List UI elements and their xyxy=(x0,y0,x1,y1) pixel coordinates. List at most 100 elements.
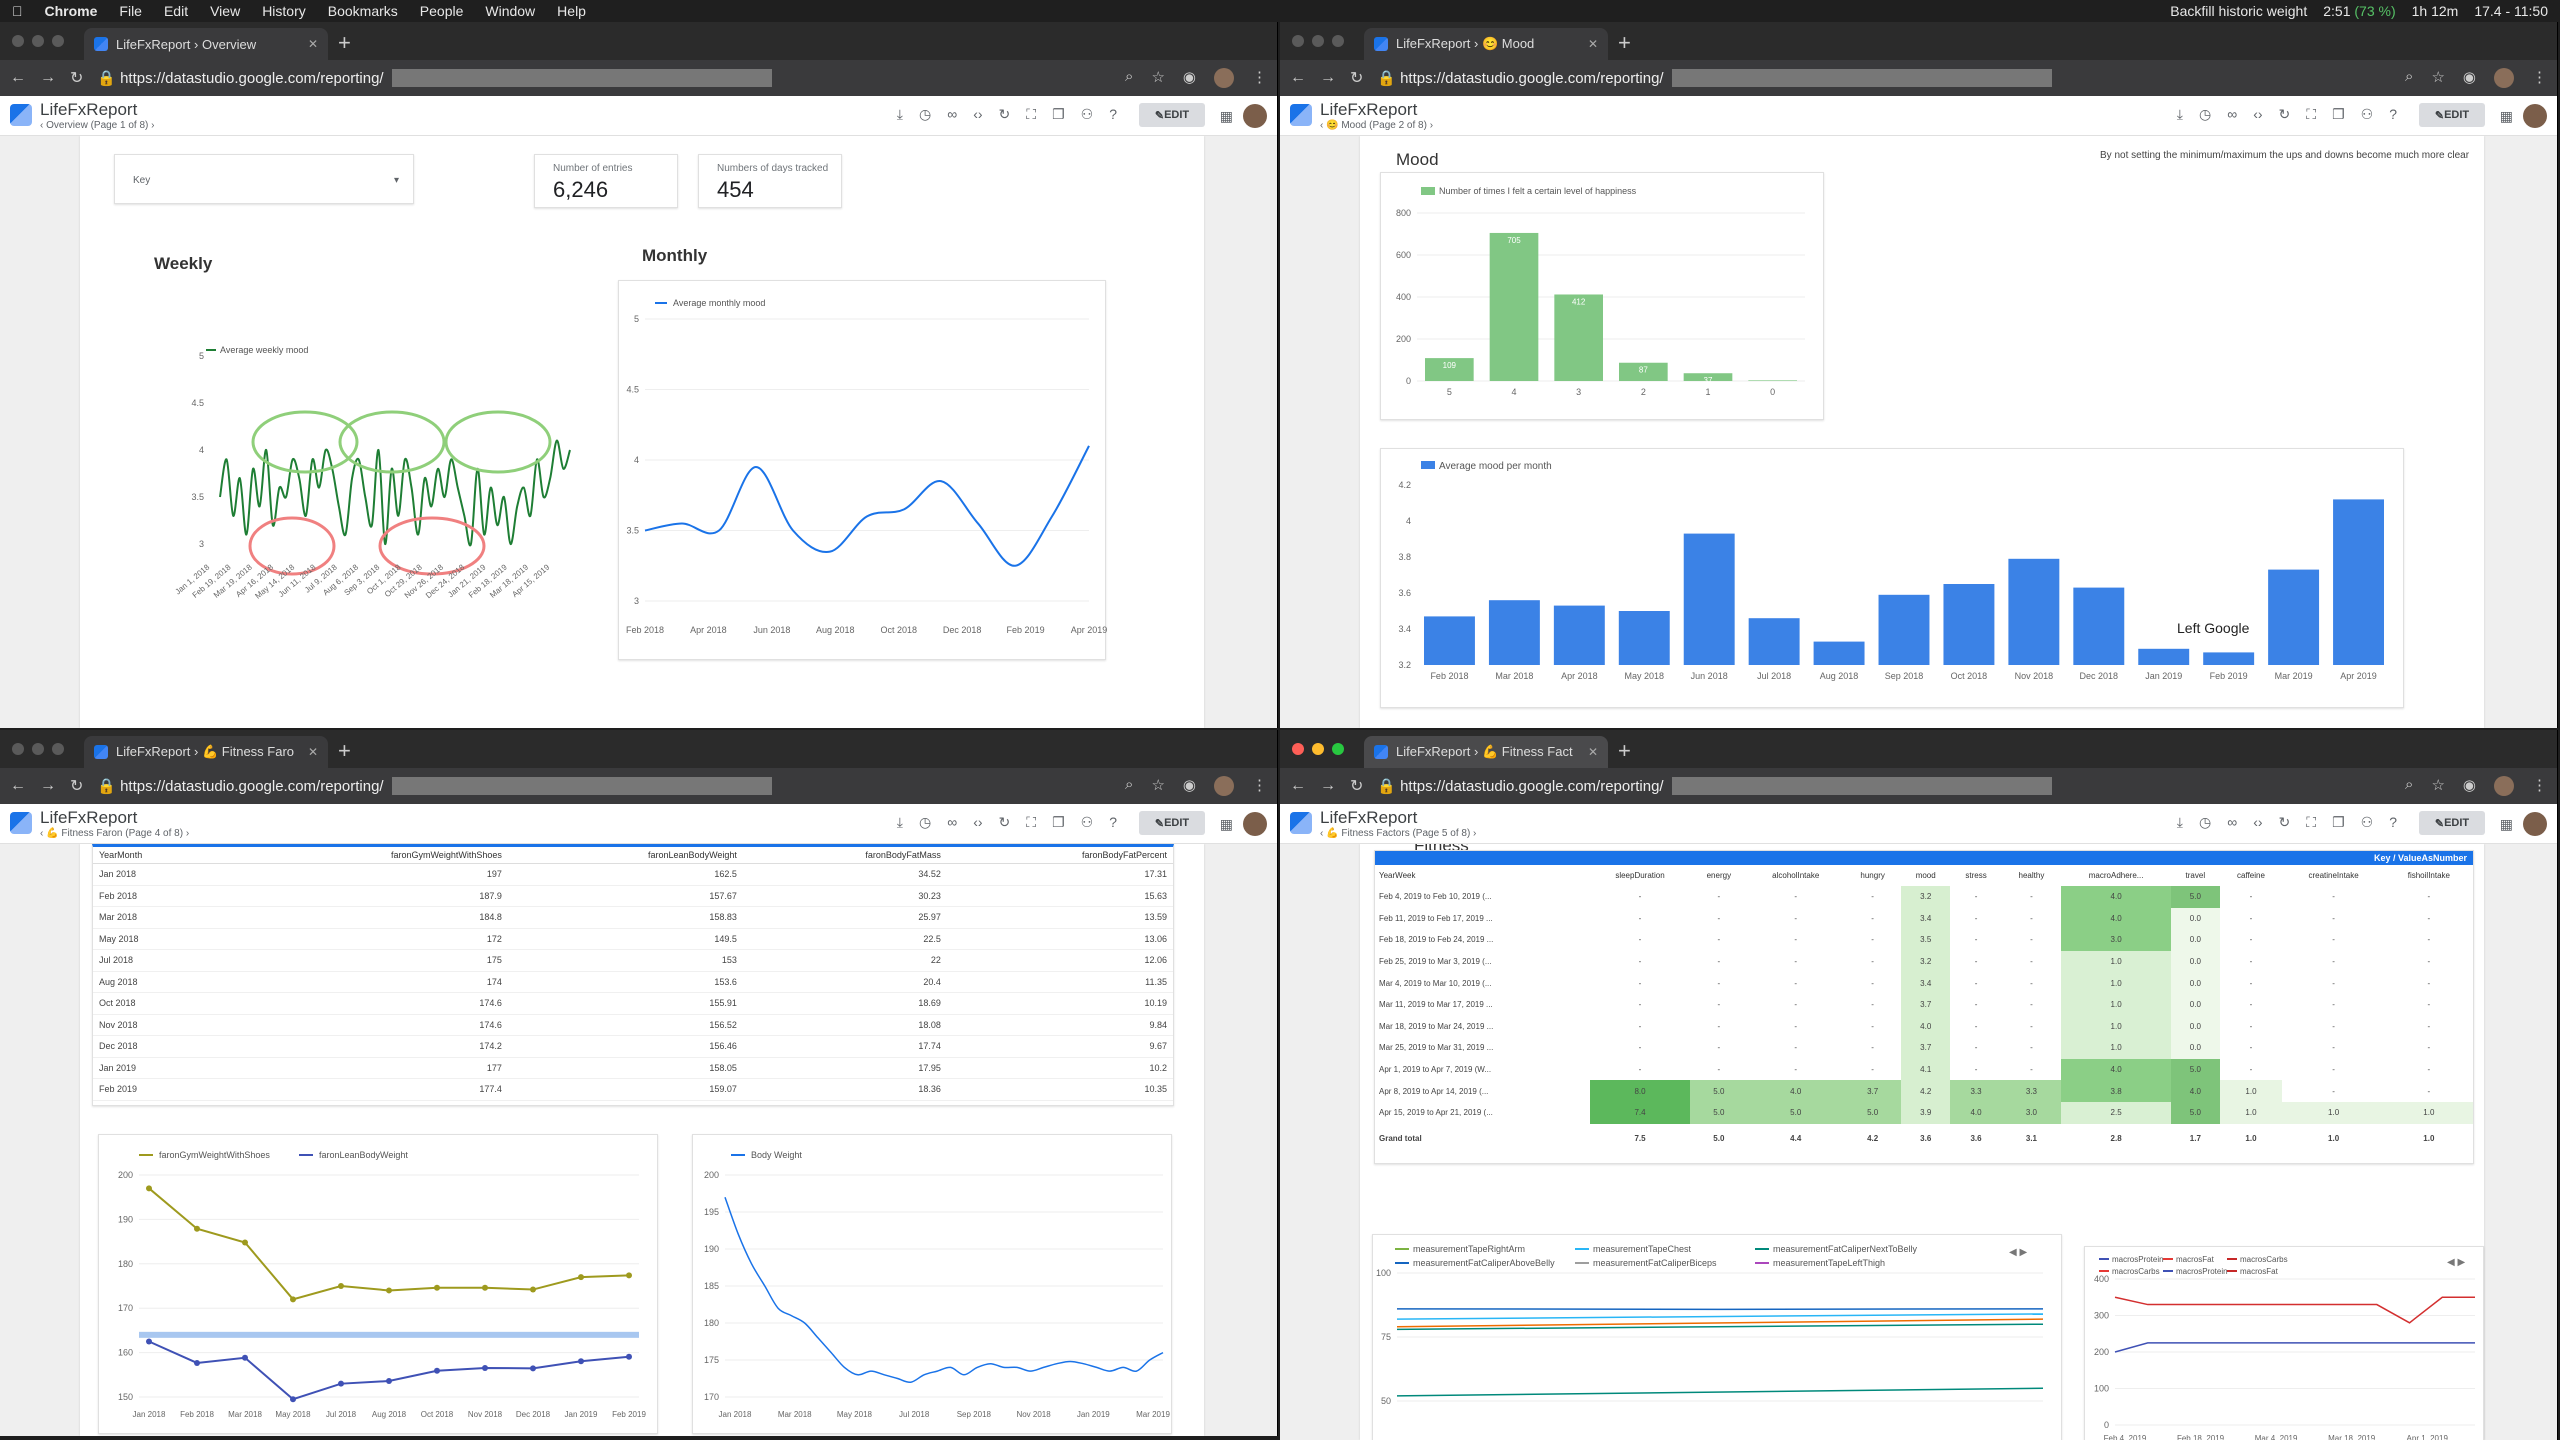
forward-icon[interactable]: → xyxy=(1320,777,1336,794)
link-icon[interactable]: ∞ xyxy=(2227,814,2238,830)
column-header[interactable]: macroAdhere... xyxy=(2088,871,2144,880)
back-icon[interactable]: ← xyxy=(10,777,26,794)
share-icon[interactable]: ⚇ xyxy=(2360,106,2374,122)
copy-icon[interactable]: ❐ xyxy=(1052,814,1065,830)
status-timer[interactable]: 2:51 (73 %) xyxy=(2323,3,2396,19)
status-datetime[interactable]: 17.4 - 11:50 xyxy=(2474,3,2548,19)
bookmark-star-icon[interactable]: ☆ xyxy=(1151,777,1165,794)
address-bar[interactable]: 🔒 https://datastudio.google.com/reporting… xyxy=(1377,69,2052,87)
download-icon[interactable]: ⤓ xyxy=(896,814,903,830)
apple-icon[interactable]:  xyxy=(12,3,23,19)
zoom-icon[interactable]: ⌕ xyxy=(2405,68,2414,85)
extension-icon[interactable]: ◉ xyxy=(2462,69,2476,86)
reload-icon[interactable]: ↻ xyxy=(1350,70,1364,87)
page-selector[interactable]: ‹ Overview (Page 1 of 8) › xyxy=(40,120,155,131)
menu-bookmarks[interactable]: Bookmarks xyxy=(317,3,398,19)
column-header[interactable]: mood xyxy=(1915,871,1936,880)
zoom-icon[interactable]: ⌕ xyxy=(1125,776,1134,793)
download-icon[interactable]: ⤓ xyxy=(896,106,903,122)
key-dropdown[interactable]: Key ▾ xyxy=(114,154,414,204)
user-avatar[interactable] xyxy=(1243,812,1267,836)
browser-tab[interactable]: LifeFxReport › Overview ✕ xyxy=(84,28,328,60)
profile-avatar[interactable] xyxy=(1214,68,1234,88)
embed-icon[interactable]: ‹› xyxy=(2253,106,2263,122)
column-header[interactable]: alcoholIntake xyxy=(1772,871,1820,880)
share-icon[interactable]: ⚇ xyxy=(1080,106,1094,122)
fullscreen-icon[interactable]: ⛶ xyxy=(2306,814,2317,830)
user-avatar[interactable] xyxy=(2523,104,2547,128)
menu-view[interactable]: View xyxy=(199,3,240,19)
reload-icon[interactable]: ↻ xyxy=(70,778,84,795)
column-header[interactable]: YearWeek xyxy=(1379,871,1416,880)
refresh-icon[interactable]: ↻ xyxy=(998,106,1011,122)
column-header[interactable]: YearMonth xyxy=(93,847,222,864)
address-bar[interactable]: 🔒 https://datastudio.google.com/reporting… xyxy=(97,777,772,795)
page-selector[interactable]: ‹ 💪 Fitness Faron (Page 4 of 8) › xyxy=(40,828,190,839)
chrome-menu-icon[interactable]: ⋮ xyxy=(1252,69,1267,86)
zoom-icon[interactable]: ⌕ xyxy=(1125,68,1134,85)
bookmark-star-icon[interactable]: ☆ xyxy=(2431,69,2445,86)
browser-tab-active[interactable]: LifeFxReport › 💪 Fitness Fact ✕ xyxy=(1364,736,1608,768)
download-icon[interactable]: ⤓ xyxy=(2176,814,2183,830)
apps-grid-icon[interactable]: ▦ xyxy=(2499,816,2513,832)
profile-avatar[interactable] xyxy=(1214,776,1234,796)
refresh-icon[interactable]: ↻ xyxy=(998,814,1011,830)
new-tab-button[interactable]: + xyxy=(338,30,351,55)
address-bar[interactable]: 🔒 https://datastudio.google.com/reporting… xyxy=(1377,777,2052,795)
extension-icon[interactable]: ◉ xyxy=(1182,777,1196,794)
copy-icon[interactable]: ❐ xyxy=(2332,106,2345,122)
chrome-menu-icon[interactable]: ⋮ xyxy=(2532,69,2547,86)
bookmark-star-icon[interactable]: ☆ xyxy=(1151,69,1165,86)
forward-icon[interactable]: → xyxy=(40,69,56,86)
close-tab-icon[interactable]: ✕ xyxy=(1587,745,1598,759)
column-header[interactable]: sleepDuration xyxy=(1615,871,1665,880)
menu-file[interactable]: File xyxy=(108,3,142,19)
column-header[interactable]: caffeine xyxy=(2237,871,2265,880)
reload-icon[interactable]: ↻ xyxy=(70,70,84,87)
close-tab-icon[interactable]: ✕ xyxy=(1587,37,1598,51)
download-icon[interactable]: ⤓ xyxy=(2176,106,2183,122)
user-avatar[interactable] xyxy=(1243,104,1267,128)
column-header[interactable]: fishoilIntake xyxy=(2407,871,2450,880)
browser-tab[interactable]: LifeFxReport › 💪 Fitness Faro ✕ xyxy=(84,736,328,768)
embed-icon[interactable]: ‹› xyxy=(2253,814,2263,830)
help-icon[interactable]: ? xyxy=(2389,106,2397,122)
column-header[interactable]: stress xyxy=(1965,871,1987,880)
link-icon[interactable]: ∞ xyxy=(947,814,958,830)
share-icon[interactable]: ⚇ xyxy=(1080,814,1094,830)
help-icon[interactable]: ? xyxy=(1109,106,1117,122)
menu-edit[interactable]: Edit xyxy=(153,3,188,19)
column-header[interactable]: hungry xyxy=(1860,871,1885,880)
zoom-icon[interactable]: ⌕ xyxy=(2405,776,2414,793)
close-tab-icon[interactable]: ✕ xyxy=(307,37,318,51)
help-icon[interactable]: ? xyxy=(2389,814,2397,830)
chrome-menu-icon[interactable]: ⋮ xyxy=(1252,777,1267,794)
back-icon[interactable]: ← xyxy=(1290,69,1306,86)
page-selector[interactable]: ‹ 😊 Mood (Page 2 of 8) › xyxy=(1320,120,1434,131)
edit-button[interactable]: ✎ EDIT xyxy=(2419,811,2485,835)
fullscreen-icon[interactable]: ⛶ xyxy=(2306,106,2317,122)
edit-button[interactable]: ✎ EDIT xyxy=(1139,103,1205,127)
browser-tab[interactable]: LifeFxReport › 😊 Mood ✕ xyxy=(1364,28,1608,60)
menu-window[interactable]: Window xyxy=(474,3,535,19)
fullscreen-icon[interactable]: ⛶ xyxy=(1026,106,1037,122)
menu-people[interactable]: People xyxy=(409,3,464,19)
column-header[interactable]: faronGymWeightWithShoes xyxy=(221,847,508,864)
link-icon[interactable]: ∞ xyxy=(2227,106,2238,122)
help-icon[interactable]: ? xyxy=(1109,814,1117,830)
back-icon[interactable]: ← xyxy=(1290,777,1306,794)
menu-app-name[interactable]: Chrome xyxy=(34,3,98,19)
forward-icon[interactable]: → xyxy=(40,777,56,794)
link-icon[interactable]: ∞ xyxy=(947,106,958,122)
column-header[interactable]: travel xyxy=(2185,871,2206,880)
new-tab-button[interactable]: + xyxy=(338,738,351,763)
bookmark-star-icon[interactable]: ☆ xyxy=(2431,777,2445,794)
reload-icon[interactable]: ↻ xyxy=(1350,778,1364,795)
copy-icon[interactable]: ❐ xyxy=(1052,106,1065,122)
user-avatar[interactable] xyxy=(2523,812,2547,836)
extension-icon[interactable]: ◉ xyxy=(1182,69,1196,86)
edit-button[interactable]: ✎ EDIT xyxy=(2419,103,2485,127)
menu-history[interactable]: History xyxy=(251,3,306,19)
extension-icon[interactable]: ◉ xyxy=(2462,777,2476,794)
history-icon[interactable]: ◷ xyxy=(919,814,932,830)
